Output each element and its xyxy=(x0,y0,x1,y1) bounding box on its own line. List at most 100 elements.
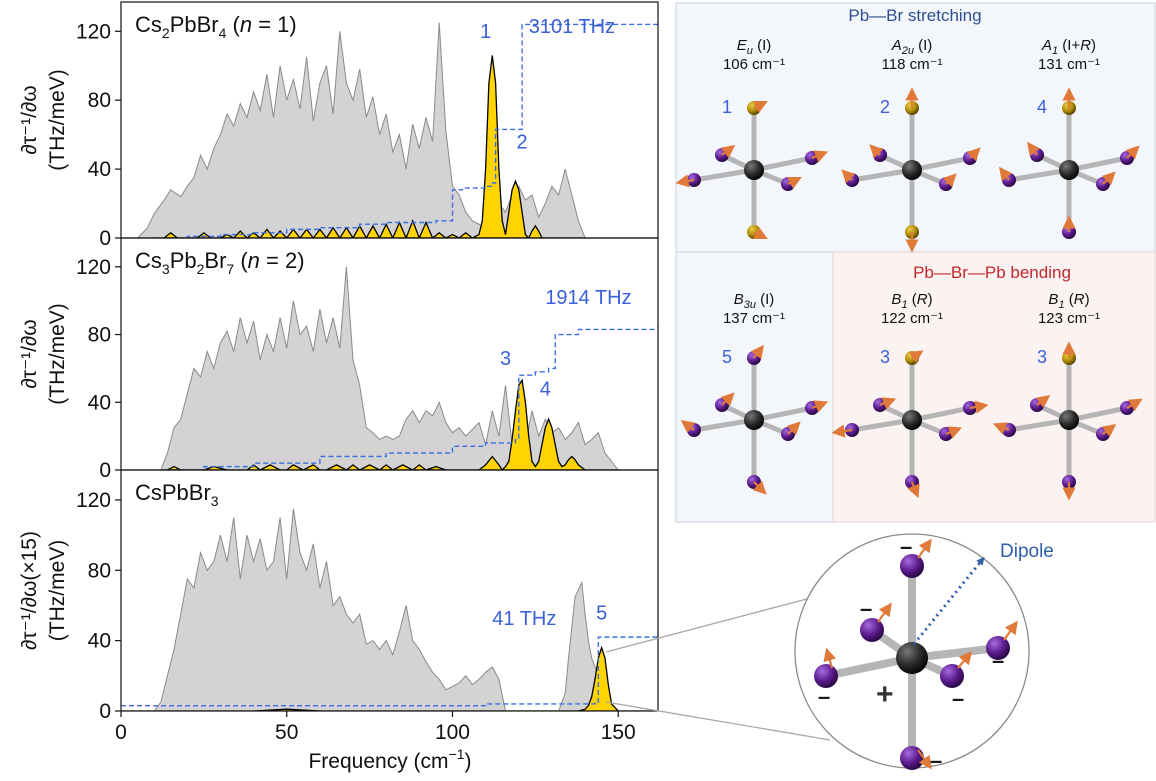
pb-br-bond xyxy=(691,417,757,433)
y-tick-label: 0 xyxy=(99,227,111,250)
displacement-arrow xyxy=(957,650,973,669)
mode-frequency-label: 106 cm⁻¹ xyxy=(723,56,785,73)
y-tick-label: 80 xyxy=(88,89,111,112)
pb-atom xyxy=(1059,160,1079,180)
displacement-arrow xyxy=(750,344,764,360)
panel-title: CsPbBr3 xyxy=(135,480,219,509)
displacement-arrow xyxy=(869,144,884,159)
mode-panels: Pb—Br stretching Pb—Br—Pb bending Eu (I)… xyxy=(675,2,1156,523)
y-tick-label: 0 xyxy=(99,459,111,482)
series-gray-area xyxy=(137,22,586,238)
displacement-arrow xyxy=(879,397,897,410)
displacement-arrow xyxy=(841,169,856,184)
displacement-arrow xyxy=(942,173,957,188)
mode-symmetry-label: Eu (I) xyxy=(737,37,771,57)
x-tick-label: 100 xyxy=(435,721,470,744)
displacement-arrow xyxy=(752,480,767,495)
displacement-arrow xyxy=(680,420,696,434)
dipole-arrow xyxy=(912,556,985,645)
minus-sign: – xyxy=(992,648,1004,673)
mode-frequency-label: 123 cm⁻¹ xyxy=(1038,310,1100,327)
displacement-arrow xyxy=(720,145,736,159)
displacement-arrow xyxy=(917,749,932,770)
x-axis-label: Frequency (cm−1) xyxy=(308,746,471,773)
chart-panel-1: 0 40 80 120 ∂τ⁻¹/∂ω (THz/meV) Cs2PbBr4 (n = 1) xyxy=(18,1,659,250)
cumulative-value-label: 1914 THz xyxy=(545,287,631,309)
displacement-arrow xyxy=(907,481,920,499)
y-axis-label: ∂τ⁻¹/∂ω xyxy=(18,85,41,154)
panel-title: Cs2PbBr4 (n = 1) xyxy=(135,12,297,41)
peak-label: 2 xyxy=(517,131,528,153)
displacement-arrow xyxy=(1125,145,1140,160)
zoom-line-bottom xyxy=(605,701,831,741)
peak-label: 3 xyxy=(500,348,511,370)
displacement-arrow xyxy=(999,166,1013,182)
cumulative-scattering-line xyxy=(170,23,658,238)
y-tick-label: 40 xyxy=(88,630,111,653)
peak-label: 4 xyxy=(540,378,551,400)
displacement-arrow xyxy=(811,150,829,163)
displacement-arrow xyxy=(787,177,802,189)
mode-number-label: 2 xyxy=(880,97,890,117)
displacement-arrow xyxy=(1035,395,1051,409)
pb-br-bond xyxy=(691,167,757,183)
y-axis-unit-label: (THz/meV) xyxy=(46,540,69,642)
mode-frequency-label: 122 cm⁻¹ xyxy=(881,310,943,327)
displacement-arrow xyxy=(969,400,989,414)
bending-title: Pb—Br—Pb bending xyxy=(913,263,1071,282)
plot-frame xyxy=(120,469,659,712)
panel-title: Cs3Pb2Br7 (n = 2) xyxy=(135,248,305,277)
vibration-mode-1: Eu (I)106 cm⁻¹ 1 xyxy=(675,37,829,239)
dipole-inset: – – – – – – + Dipole xyxy=(794,533,1054,773)
mode-number-label: 4 xyxy=(1037,97,1047,117)
displacement-arrow xyxy=(992,422,1010,435)
br-atom xyxy=(814,664,838,688)
br-atom xyxy=(900,554,924,578)
bending-panel-bg xyxy=(832,251,1156,523)
pb-atom xyxy=(902,160,922,180)
mode-number-label: 5 xyxy=(722,347,732,367)
br-atom xyxy=(860,618,884,642)
pb-atom xyxy=(744,160,764,180)
displacement-arrow xyxy=(1101,424,1117,438)
x-tick-label: 0 xyxy=(115,721,127,744)
dipole-octahedron: – – – – – – + xyxy=(814,534,1018,773)
vibration-mode-3: A1 (I+R)131 cm⁻¹ 4 xyxy=(999,37,1140,239)
peak-label: 1 xyxy=(480,21,491,43)
displacement-arrow xyxy=(908,350,924,364)
displacement-arrow xyxy=(1003,620,1018,641)
br-atom xyxy=(940,664,964,688)
displacement-arrow xyxy=(966,147,981,162)
series-gray-area xyxy=(153,508,613,711)
pb-atom xyxy=(744,410,764,430)
mode-symmetry-label: B1 (R) xyxy=(891,291,932,311)
y-tick-label: 80 xyxy=(88,559,111,582)
series-gold-area xyxy=(160,378,619,470)
pb-br-bond xyxy=(849,167,915,183)
minus-sign: – xyxy=(818,684,830,709)
y-tick-label: 120 xyxy=(76,20,111,43)
minus-sign: – xyxy=(952,686,964,711)
minus-sign: – xyxy=(860,596,872,621)
cumulative-scattering-line xyxy=(174,322,658,470)
cumulative-scattering-line xyxy=(121,636,658,707)
mode-symmetry-label: A2u (I) xyxy=(891,37,933,57)
peak-label: 5 xyxy=(596,603,607,625)
pb-atom xyxy=(902,410,922,430)
pb-atom xyxy=(1059,410,1079,430)
displacement-arrow xyxy=(945,426,963,439)
y-axis-label: ∂τ⁻¹/∂ω(×15) xyxy=(18,531,41,650)
pb-br-bond xyxy=(1006,167,1072,183)
y-tick-label: 40 xyxy=(88,158,111,181)
y-axis-unit-label: (THz/meV) xyxy=(46,303,69,405)
chart-panel-3: 0 40 80 120 0 50 100 150 ∂τ⁻¹/∂ω(×15) (THz/meV) Cs… xyxy=(18,469,659,744)
y-axis-unit-label: (THz/meV) xyxy=(46,69,69,171)
mode-symmetry-label: B1 (R) xyxy=(1048,291,1089,311)
displacement-arrow xyxy=(1027,141,1041,157)
mode-symmetry-label: A1 (I+R) xyxy=(1041,37,1096,57)
y-tick-label: 80 xyxy=(88,324,111,347)
displacement-arrow xyxy=(811,400,829,413)
br-atom xyxy=(900,746,924,770)
chart-panel-2: 0 40 80 120 ∂τ⁻¹/∂ω (THz/meV) Cs3Pb2Br7 (n = 2… xyxy=(18,237,659,482)
